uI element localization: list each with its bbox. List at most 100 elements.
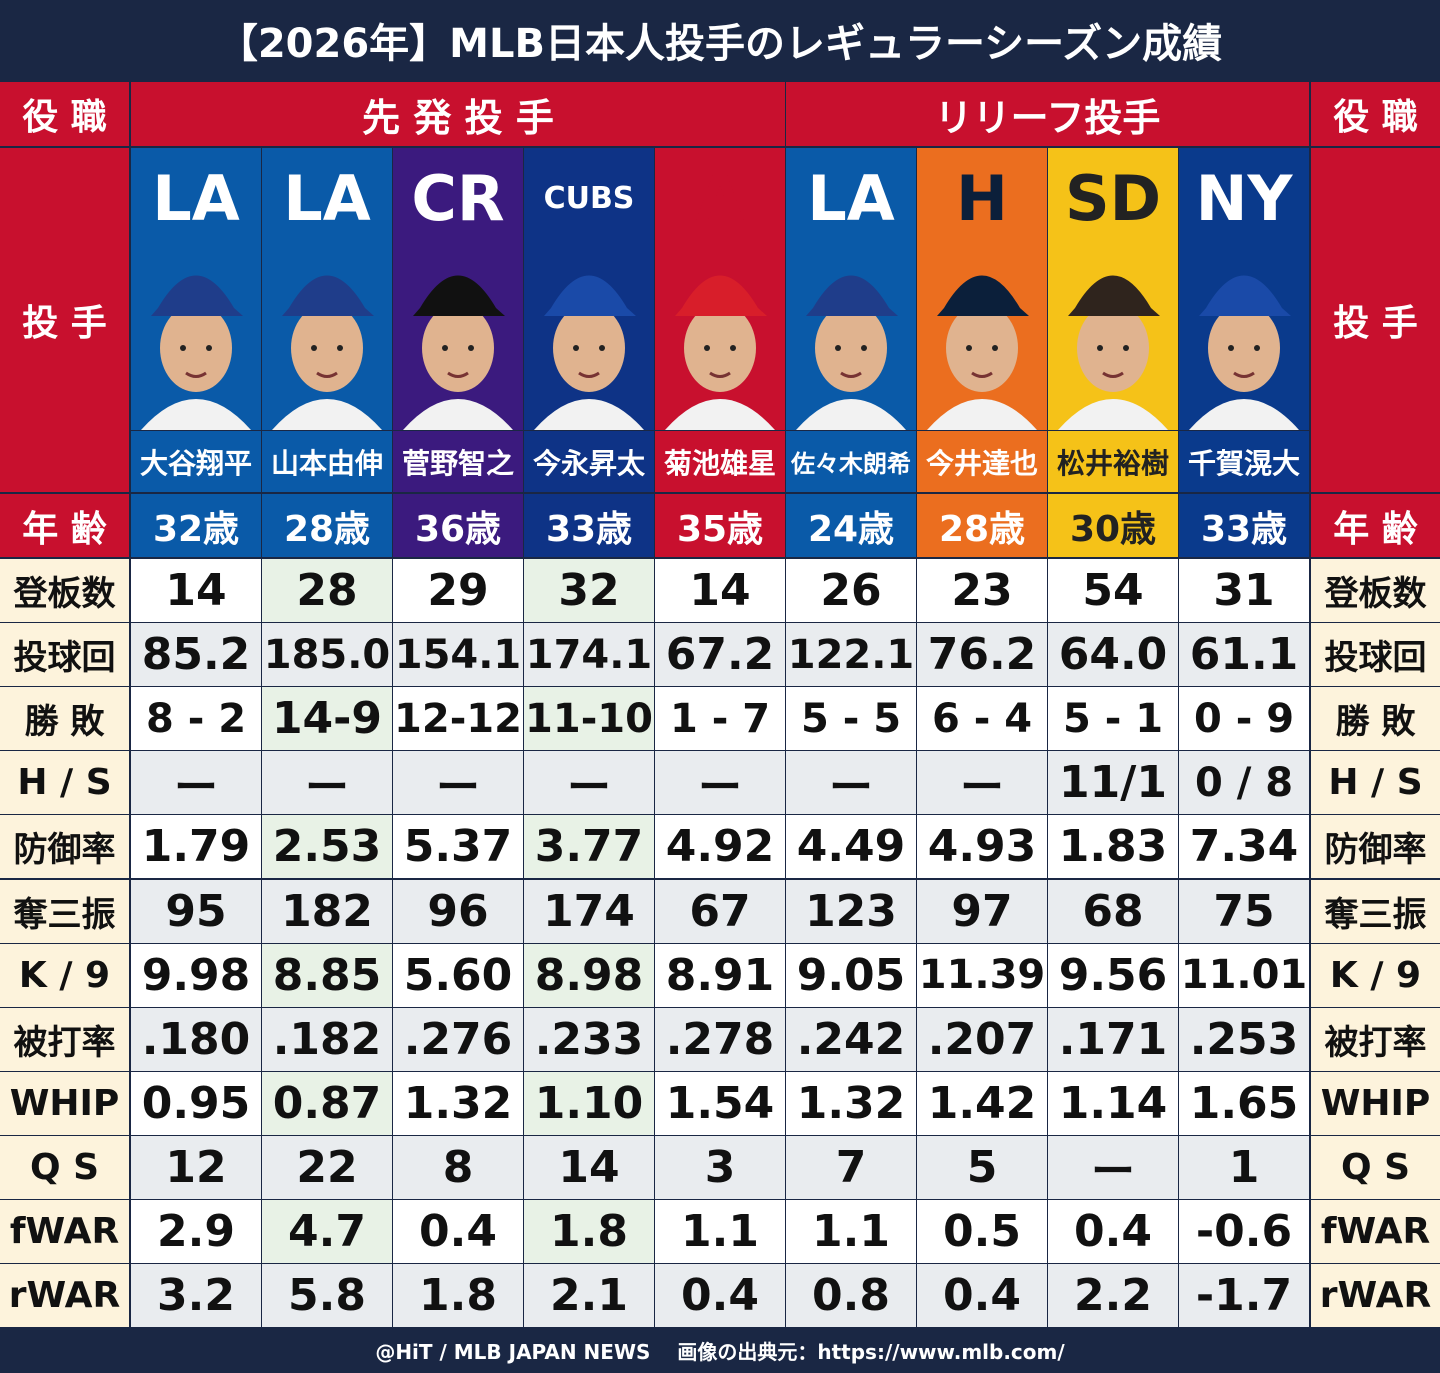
stat-value: 9.98	[131, 943, 261, 1007]
player-photo	[1058, 275, 1168, 430]
pitcher-label: 投 手	[1311, 148, 1440, 492]
stat-label: WHIP	[1311, 1071, 1440, 1135]
player-name: 千賀滉大	[1179, 431, 1309, 492]
team-logo: SD	[1064, 161, 1162, 235]
team-logo: LA	[152, 161, 240, 235]
team-logo: H	[956, 161, 1008, 235]
player-age: 33歳	[1179, 494, 1309, 557]
role-label: 役 職	[1311, 82, 1440, 146]
stat-value: 0.4	[393, 1200, 523, 1263]
stat-value: 29	[393, 559, 523, 622]
stat-value: 5.60	[393, 943, 523, 1007]
stat-value: 11-10	[524, 687, 654, 751]
title: 【2026年】MLB日本人投手のレギュラーシーズン成績	[217, 21, 1223, 67]
stat-value: 1.42	[917, 1071, 1047, 1135]
stat-value: 3	[655, 1135, 785, 1199]
player-photo	[1189, 275, 1299, 430]
stat-value: 0 / 8	[1179, 751, 1309, 815]
stat-value: ー	[786, 751, 916, 815]
stat-value: 1.10	[524, 1071, 654, 1135]
player-age: 36歳	[393, 494, 523, 557]
stat-value: 9.56	[1048, 943, 1178, 1007]
stat-value: .182	[262, 1007, 392, 1071]
stat-value: 23	[917, 559, 1047, 622]
player-card: CUBS	[524, 148, 654, 430]
stat-label: 投球回	[0, 623, 129, 687]
player-photo	[141, 275, 251, 430]
stat-value: 4.93	[917, 815, 1047, 879]
pitcher-label: 投 手	[0, 148, 129, 492]
player-age: 33歳	[524, 494, 654, 557]
stat-value: 31	[1179, 559, 1309, 622]
stat-value: 11.39	[917, 943, 1047, 1007]
stat-value: ー	[131, 751, 261, 815]
stat-value: 2.9	[131, 1200, 261, 1263]
stat-value: .233	[524, 1007, 654, 1071]
player-photo	[796, 275, 906, 430]
stat-value: 68	[1048, 879, 1178, 943]
stat-value: 14-9	[262, 687, 392, 751]
player-photo	[403, 275, 513, 430]
stat-value: 3.77	[524, 815, 654, 879]
player-age: 35歳	[655, 494, 785, 557]
player-card: LA	[131, 148, 261, 430]
stat-value: 7.34	[1179, 815, 1309, 879]
stat-label: 被打率	[0, 1007, 129, 1071]
stat-label: 防御率	[1311, 815, 1440, 879]
stat-value: 122.1	[786, 623, 916, 687]
stat-value: 96	[393, 879, 523, 943]
stat-value: 5 - 1	[1048, 687, 1178, 751]
stat-value: ー	[655, 751, 785, 815]
stat-label: Q S	[1311, 1135, 1440, 1199]
stat-value: 11.01	[1179, 943, 1309, 1007]
stat-value: 4.49	[786, 815, 916, 879]
stat-value: 0.95	[131, 1071, 261, 1135]
stat-value: 1.1	[655, 1200, 785, 1263]
stat-value: 2.1	[524, 1264, 654, 1328]
stat-value: 54	[1048, 559, 1178, 622]
player-name: 大谷翔平	[131, 431, 261, 492]
player-age: 24歳	[786, 494, 916, 557]
stat-value: .207	[917, 1007, 1047, 1071]
stat-value: 1.65	[1179, 1071, 1309, 1135]
stat-value: 8	[393, 1135, 523, 1199]
stat-value: 4.92	[655, 815, 785, 879]
stat-value: 5 - 5	[786, 687, 916, 751]
stat-value: 9.05	[786, 943, 916, 1007]
stat-value: 12	[131, 1135, 261, 1199]
stat-label: 被打率	[1311, 1007, 1440, 1071]
stat-value: ー	[262, 751, 392, 815]
stat-value: 11/1	[1048, 751, 1178, 815]
team-logo: A	[696, 161, 744, 235]
player-age: 32歳	[131, 494, 261, 557]
team-logo: CUBS	[543, 180, 635, 216]
stat-value: 1.79	[131, 815, 261, 879]
stat-value: 154.1	[393, 623, 523, 687]
stat-value: 0.4	[1048, 1200, 1178, 1263]
stat-value: 4.7	[262, 1200, 392, 1263]
stat-value: 67.2	[655, 623, 785, 687]
stat-label: 勝 敗	[0, 687, 129, 751]
stat-value: 1.83	[1048, 815, 1178, 879]
stat-value: 1.14	[1048, 1071, 1178, 1135]
stat-value: 26	[786, 559, 916, 622]
stat-value: 5.8	[262, 1264, 392, 1328]
stat-value: ー	[393, 751, 523, 815]
stat-value: 182	[262, 879, 392, 943]
stat-value: 0 - 9	[1179, 687, 1309, 751]
stat-value: 7	[786, 1135, 916, 1199]
stat-value: 6 - 4	[917, 687, 1047, 751]
player-name: 菅野智之	[393, 431, 523, 492]
footer: @HiT / MLB JAPAN NEWS 画像の出典元：https://www…	[375, 1339, 1065, 1364]
stat-value: 3.2	[131, 1264, 261, 1328]
age-label: 年 齢	[0, 494, 129, 557]
player-name: 松井裕樹	[1048, 431, 1178, 492]
stat-value: 14	[655, 559, 785, 622]
stat-value: 0.8	[786, 1264, 916, 1328]
stat-value: 174	[524, 879, 654, 943]
player-card: LA	[262, 148, 392, 430]
stat-value: -1.7	[1179, 1264, 1309, 1328]
stat-label: 防御率	[0, 815, 129, 879]
player-card: CR	[393, 148, 523, 430]
